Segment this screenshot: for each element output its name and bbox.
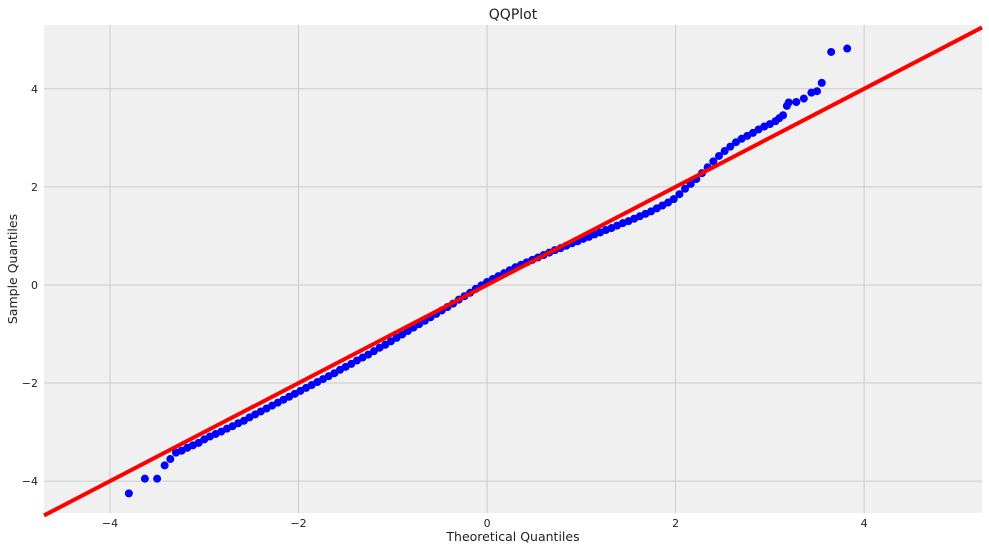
data-point (140, 474, 149, 483)
data-point (675, 190, 684, 199)
data-point (784, 98, 793, 107)
x-tick-labels: −4 −2 0 2 4 (102, 517, 868, 530)
data-point (843, 44, 852, 53)
data-point (817, 78, 826, 87)
grid-lines (44, 25, 982, 513)
reference-line (43, 25, 983, 518)
data-point (160, 461, 169, 470)
data-point (726, 142, 735, 151)
data-point (681, 184, 690, 193)
x-tick-label: 4 (861, 517, 868, 530)
data-point (792, 98, 801, 107)
y-tick-label: 2 (31, 181, 38, 194)
data-point (153, 474, 162, 483)
data-point (720, 147, 729, 156)
y-axis-label: Sample Quantiles (5, 214, 20, 324)
y-tick-label: −2 (22, 377, 38, 390)
data-point (166, 455, 175, 464)
x-axis-label: Theoretical Quantiles (445, 529, 579, 544)
data-point (669, 195, 678, 204)
x-tick-label: 0 (484, 517, 491, 530)
chart-title: QQPlot (489, 7, 538, 23)
y-tick-labels: −4 −2 0 2 4 (22, 83, 38, 488)
data-point (124, 489, 133, 498)
data-point (714, 151, 723, 160)
data-point (827, 47, 836, 56)
data-point (799, 94, 808, 103)
data-point (779, 111, 788, 120)
x-tick-label: −4 (102, 517, 118, 530)
y-tick-label: 4 (31, 83, 38, 96)
y-tick-label: −4 (22, 475, 38, 488)
x-tick-label: 2 (672, 517, 679, 530)
y-tick-label: 0 (31, 279, 38, 292)
data-point (813, 87, 822, 96)
data-point (709, 157, 718, 166)
x-tick-label: −2 (290, 517, 306, 530)
